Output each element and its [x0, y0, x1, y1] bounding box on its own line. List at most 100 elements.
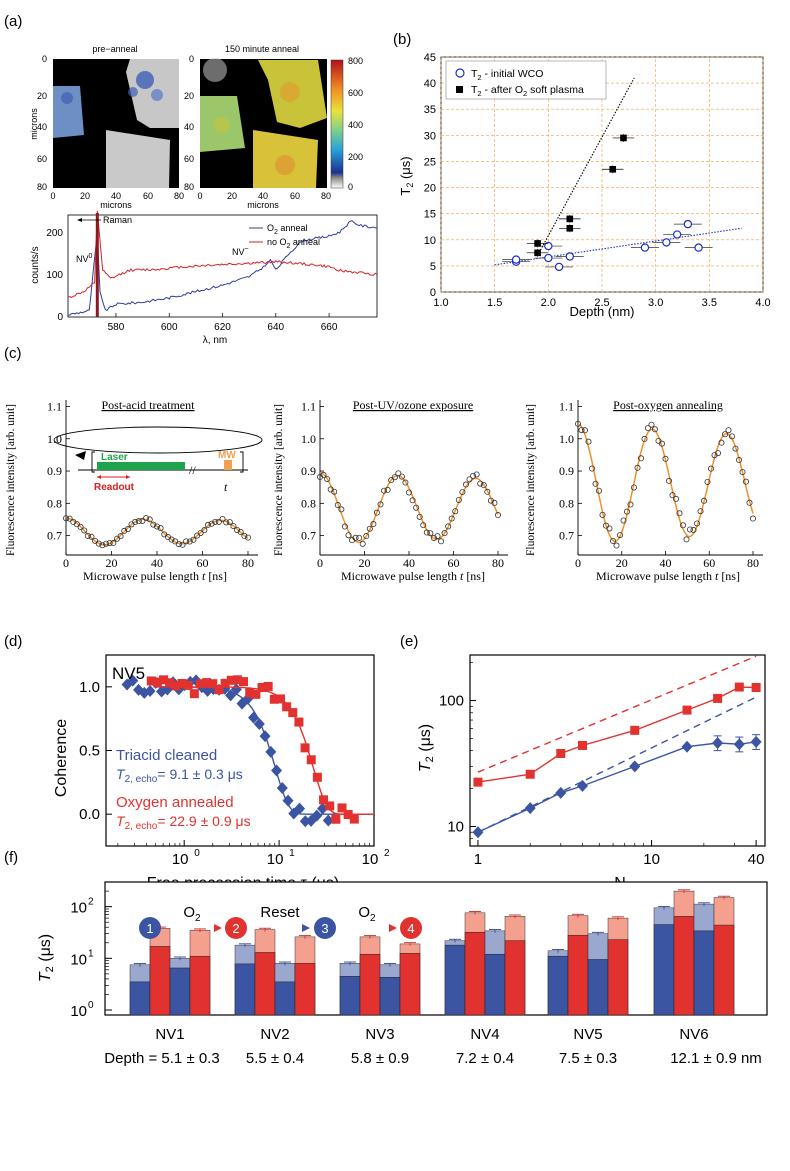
f-bar-solid [587, 959, 609, 1016]
e-xtick: 40 [748, 851, 765, 868]
d-point-oxygen [349, 814, 359, 824]
map2-squares [200, 58, 327, 188]
d-point-oxygen [325, 801, 335, 811]
d-point-triacid [282, 794, 294, 807]
c-ytick: 0.8 [47, 496, 62, 510]
arrow-3-label: O2 [358, 904, 376, 924]
d-point-oxygen [306, 755, 316, 765]
c-data-point [701, 497, 708, 504]
d-point-oxygen [159, 675, 169, 685]
d-point-triacid [271, 764, 283, 777]
c-data-point [631, 484, 638, 491]
b-legend [445, 60, 607, 100]
panel-label-d: (d) [4, 633, 22, 650]
c-ytick: 0.9 [559, 464, 574, 478]
f-bar-solid [547, 955, 569, 1016]
f-bar-solid [379, 977, 401, 1016]
b-point-wco [544, 253, 553, 263]
f-ylabel: T2 (μs) [37, 934, 56, 982]
map1-ytick: 80 [37, 182, 47, 192]
e-point-oxygen [525, 769, 535, 779]
c-data-point [204, 521, 211, 528]
d-point-oxygen [343, 810, 353, 820]
c-xtick: 60 [448, 556, 460, 570]
c-fit-curve [65, 517, 249, 546]
f-category: NV1 [155, 1026, 184, 1043]
c-data-point [135, 518, 142, 525]
c-data-point [338, 506, 345, 513]
e-point-oxygen [577, 740, 587, 750]
map2-ytick: 20 [184, 91, 194, 101]
f-category: NV2 [260, 1026, 289, 1043]
c-ytick: 1.0 [301, 432, 316, 446]
d-xtick-exp: 0 [194, 848, 200, 859]
spectrum-series-line [67, 210, 378, 299]
c-data-point [448, 515, 455, 522]
map1-ytick: 20 [37, 91, 47, 101]
b-xtick: 4.0 [755, 297, 770, 309]
e-ylabel: T2 (μs) [417, 724, 436, 772]
c-data-point [388, 477, 395, 484]
c-data-point [341, 523, 348, 530]
c-xtick: 40 [403, 556, 415, 570]
f-bar-solid [484, 953, 506, 1016]
e-point-oxygen [473, 777, 483, 787]
d-point-oxygen [294, 717, 304, 727]
spectrum-ytick: 200 [46, 228, 63, 239]
b-point-wco [662, 238, 671, 247]
f-bar-solid [673, 916, 695, 1016]
step-4-circle [400, 917, 422, 939]
c-data-point [466, 476, 473, 483]
d-point-oxygen [251, 689, 261, 699]
b-xtick: 3.5 [702, 297, 717, 309]
e-point-triacid [629, 760, 641, 773]
e-point-triacid [576, 779, 588, 792]
f-category: NV3 [365, 1026, 394, 1043]
b-point-plasma [534, 249, 541, 257]
c-data-point [729, 433, 736, 440]
c-data-point [575, 420, 582, 427]
break-mark: // [189, 463, 196, 477]
b-legend-marker-wco [455, 68, 465, 78]
c-data-point [697, 508, 704, 515]
mw-pulse [224, 460, 232, 470]
b-point-plasma [620, 134, 627, 142]
c-xtick: 20 [359, 556, 371, 570]
d-point-triacid [253, 717, 265, 730]
map2-xtick: 20 [227, 191, 237, 201]
b-ytick: 10 [424, 235, 436, 247]
c-data-point [244, 534, 251, 541]
c-data-point [345, 532, 352, 539]
c-data-point [722, 431, 729, 438]
c-data-point [373, 509, 380, 516]
colorbar-tick: 400 [348, 120, 363, 130]
d-ytick: 0.0 [79, 806, 100, 823]
c-data-point [81, 527, 88, 534]
c-xtick: 20 [106, 556, 118, 570]
b-ytick: 5 [430, 261, 436, 273]
f-depth: 7.2 ± 0.4 [456, 1050, 514, 1067]
c-ytick: 0.9 [47, 464, 62, 478]
b-point-wco [672, 230, 682, 239]
d-point-triacid [276, 781, 288, 794]
d-point-triacid [225, 689, 237, 702]
c-fit-curve [319, 471, 499, 543]
c-data-point [77, 523, 84, 530]
c-data-point [641, 435, 648, 442]
f-bar-solid [653, 924, 675, 1016]
spectrum-xlabel: λ, nm [203, 335, 227, 346]
d-point-oxygen [331, 814, 341, 824]
panel-label-a: (a) [4, 13, 22, 30]
b-fit-line [537, 77, 635, 256]
e-point-triacid [555, 786, 567, 799]
c-data-point [673, 495, 680, 502]
map1-xtick: 0 [50, 191, 55, 201]
c-data-point [420, 522, 427, 529]
c-data-point [438, 538, 445, 545]
c-ytick: 0.8 [301, 496, 316, 510]
map2-xlabel: microns [247, 200, 279, 210]
f-bar-solid [169, 967, 191, 1016]
c-title-1: Post-acid treatment [102, 398, 196, 412]
c-data-point [110, 540, 117, 547]
